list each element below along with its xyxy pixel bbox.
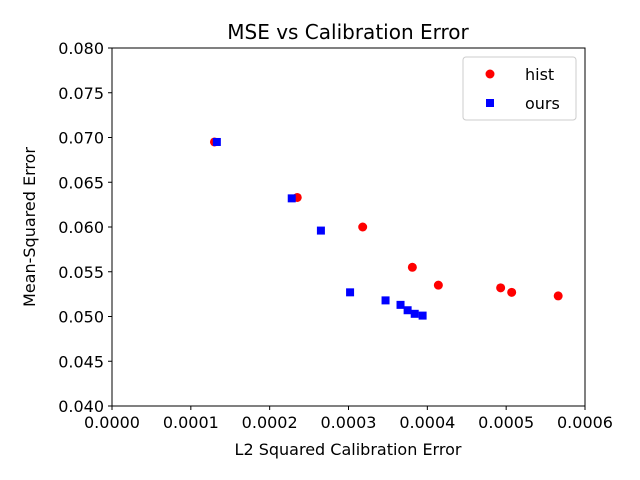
x-tick-label: 0.0003 (321, 413, 377, 432)
y-tick-label: 0.070 (58, 129, 104, 148)
data-point-ours (316, 226, 325, 235)
data-point-hist (358, 222, 368, 232)
y-tick-label: 0.055 (58, 263, 104, 282)
data-point-ours (396, 300, 405, 309)
y-tick-label: 0.075 (58, 84, 104, 103)
y-tick-label: 0.040 (58, 397, 104, 416)
x-axis: 0.0000 0.0001 0.0002 0.0003 0.0004 0.0005 0.00… (84, 406, 613, 432)
data-point-hist (507, 287, 517, 297)
x-tick-label: 0.0001 (163, 413, 219, 432)
y-axis: 0.040 0.045 0.050 0.055 0.060 0.065 0.070 0.075… (58, 39, 112, 416)
x-tick-label: 0.0005 (478, 413, 534, 432)
data-point-hist (496, 283, 506, 293)
x-tick-label: 0.0000 (84, 413, 140, 432)
data-point-ours (418, 311, 427, 320)
x-tick-label: 0.0004 (399, 413, 455, 432)
data-point-ours (410, 309, 419, 318)
y-tick-label: 0.080 (58, 39, 104, 58)
y-tick-label: 0.060 (58, 218, 104, 237)
data-point-ours (403, 306, 412, 315)
x-axis-title: L2 Squared Calibration Error (235, 440, 462, 459)
data-point-hist (553, 291, 563, 301)
plot-area (209, 137, 563, 320)
x-tick-label: 0.0002 (242, 413, 298, 432)
data-point-ours (346, 288, 355, 297)
data-point-hist (407, 262, 417, 272)
legend-marker-ours (486, 99, 494, 107)
data-point-ours (212, 137, 221, 146)
y-axis-title: Mean-Squared Error (20, 147, 39, 307)
legend-label-hist: hist (525, 65, 554, 84)
legend-marker-hist (485, 69, 495, 79)
data-point-ours (381, 296, 390, 305)
x-tick-label: 0.0006 (557, 413, 613, 432)
legend-label-ours: ours (525, 94, 560, 113)
data-point-hist (433, 280, 443, 290)
y-tick-label: 0.050 (58, 308, 104, 327)
legend: hist ours (462, 56, 577, 121)
y-tick-label: 0.045 (58, 352, 104, 371)
y-tick-label: 0.065 (58, 173, 104, 192)
data-point-ours (287, 194, 296, 203)
chart-title: MSE vs Calibration Error (227, 20, 469, 44)
